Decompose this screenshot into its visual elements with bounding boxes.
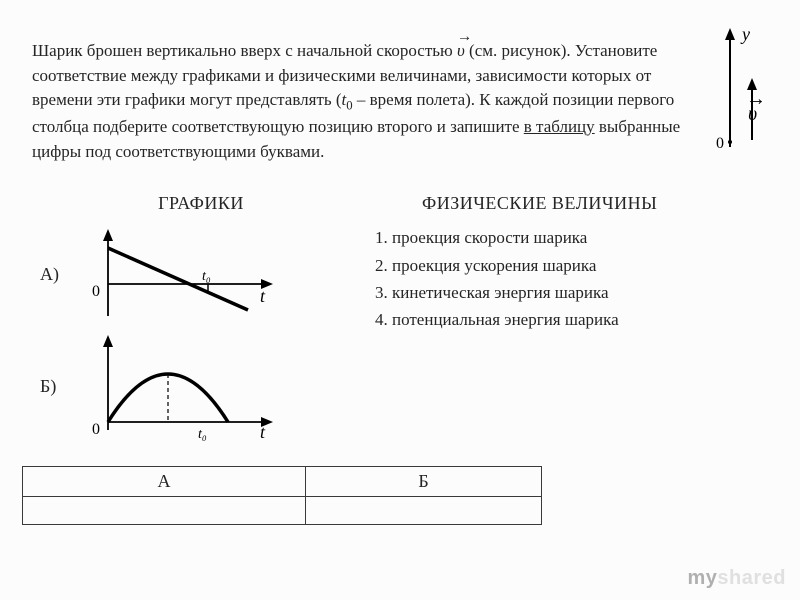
text-seg-1: Шарик брошен вертикально вверх с начальн… <box>32 41 457 60</box>
watermark-part2: shared <box>717 567 786 589</box>
graph-a-svg: 0 t t₀ <box>78 224 278 324</box>
list-item: проекция ускорения шарика <box>392 252 768 279</box>
problem-statement: Шарик брошен вертикально вверх с начальн… <box>32 22 768 181</box>
velocity-vector-symbol: υ <box>457 39 465 64</box>
graph-b-row: Б) 0 t t₀ <box>40 330 362 442</box>
watermark: myshared <box>688 567 787 590</box>
y-axis-diagram: y → υ 0 <box>708 22 768 152</box>
problem-text: Шарик брошен вертикально вверх с начальн… <box>32 39 692 164</box>
svg-text:0: 0 <box>716 135 724 152</box>
svg-text:t₀: t₀ <box>202 269 211 284</box>
table-header-b: Б <box>305 467 541 497</box>
list-item: кинетическая энергия шарика <box>392 279 768 306</box>
answer-table: А Б <box>22 466 542 525</box>
answer-cell-b[interactable] <box>305 497 541 525</box>
svg-text:0: 0 <box>92 421 100 438</box>
graph-a-label: А) <box>40 264 68 285</box>
svg-text:y: y <box>740 24 750 44</box>
list-item: проекция скорости шарика <box>392 224 768 251</box>
svg-text:0: 0 <box>92 283 100 300</box>
list-item: потенциальная энергия шарика <box>392 306 768 333</box>
quantities-header: ФИЗИЧЕСКИЕ ВЕЛИЧИНЫ <box>362 193 768 214</box>
svg-text:t₀: t₀ <box>198 427 207 442</box>
graph-b-svg: 0 t t₀ <box>78 330 278 442</box>
table-header-a: А <box>23 467 306 497</box>
svg-text:t: t <box>260 286 266 306</box>
graph-b-label: Б) <box>40 376 68 397</box>
watermark-part1: my <box>688 567 718 589</box>
quantities-list: проекция скорости шарика проекция ускоре… <box>362 224 768 333</box>
answer-cell-a[interactable] <box>23 497 306 525</box>
graph-a-row: А) 0 t t₀ <box>40 224 362 324</box>
graphs-header: ГРАФИКИ <box>40 193 362 214</box>
text-underlined: в таблицу <box>524 117 595 136</box>
t0-symbol: t0 <box>342 90 353 109</box>
svg-text:υ: υ <box>748 103 757 125</box>
